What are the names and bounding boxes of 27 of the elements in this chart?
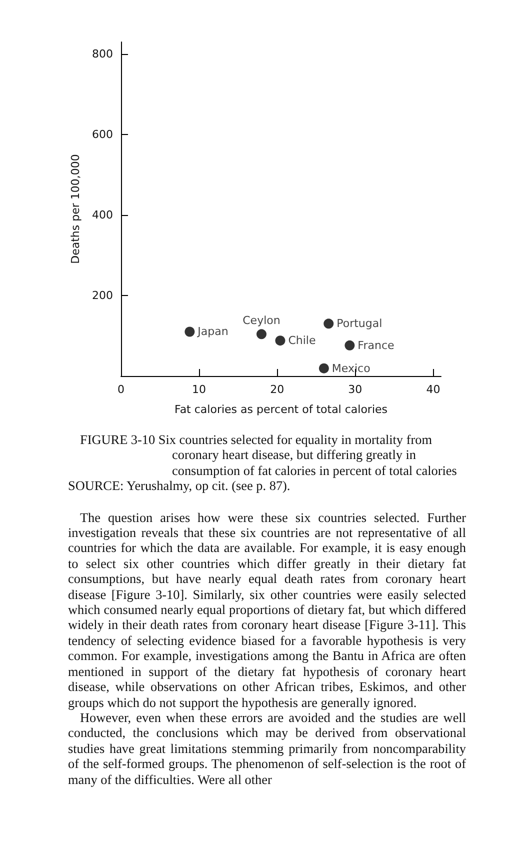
x-axis-title: Fat calories as percent of total calories [174, 403, 388, 416]
point [324, 318, 334, 329]
point [256, 329, 266, 340]
annotation: Ceylon [242, 314, 280, 328]
source-note: SOURCE: Yerushalmy, op cit. (see p. 87). [68, 478, 292, 494]
y-tick-label: 800 [92, 48, 113, 61]
point [318, 363, 329, 374]
x-tick-label: 0 [118, 383, 124, 396]
text: The question arises how were these six countries selected. Further investigation reveals that these six countries are not representative of all countries for which the data are available. For example, it is easy enough to select six other countries which differ greatly in their dietary fat consumptions, but have nearly equal death rates from coronary heart disease [Figure 3-10]. Similarly, six other countries were easily selected which consumed nearly equal proportions of dietary fat, but which differed widely in their death rates from coronary heart disease [Figure 3-11]. This tendency of selecting evidence biased for a favorable hypothesis is very common. For example, investigations among the Bantu in Africa are often mentioned in support of the dietary fat hypothesis of coronary heart disease, while observations on other African tribes, Eskimos, and other groups which do not support the hypothesis are generally ignored. [68, 510, 466, 710]
point [344, 340, 355, 350]
x-tick-label: 20 [270, 383, 284, 396]
x-tick-label: 10 [192, 383, 206, 396]
point [184, 326, 195, 337]
annotation: Chile [288, 334, 316, 348]
annotation: Japan [196, 325, 228, 338]
x-tick-label: 30 [348, 383, 362, 396]
annotation: France [358, 338, 394, 352]
y-tick-label: 600 [92, 128, 113, 142]
text: However, even when these errors are avoided and the studies are well conducted, the conclusions which may be derived from observational studies have great limitations stemming primarily from noncomparability of the self-formed groups. The phenomenon of self-selection is the root of many of the difficulties. Were all other [68, 710, 466, 787]
y-tick-label: 400 [92, 208, 113, 222]
caption: FIGURE 3-10 Six countries selected for equality in mortality from coronary heart disease, but differing greatly in consumption of fat calories in percent of total calories [80, 432, 458, 478]
y-axis-title: Deaths per 100,000 [69, 154, 82, 264]
annotation: Mexico [332, 362, 371, 375]
point [275, 336, 286, 346]
y-tick-label: 200 [92, 289, 113, 302]
x-tick-label: 40 [426, 383, 440, 396]
annotation: Portugal [336, 317, 382, 330]
